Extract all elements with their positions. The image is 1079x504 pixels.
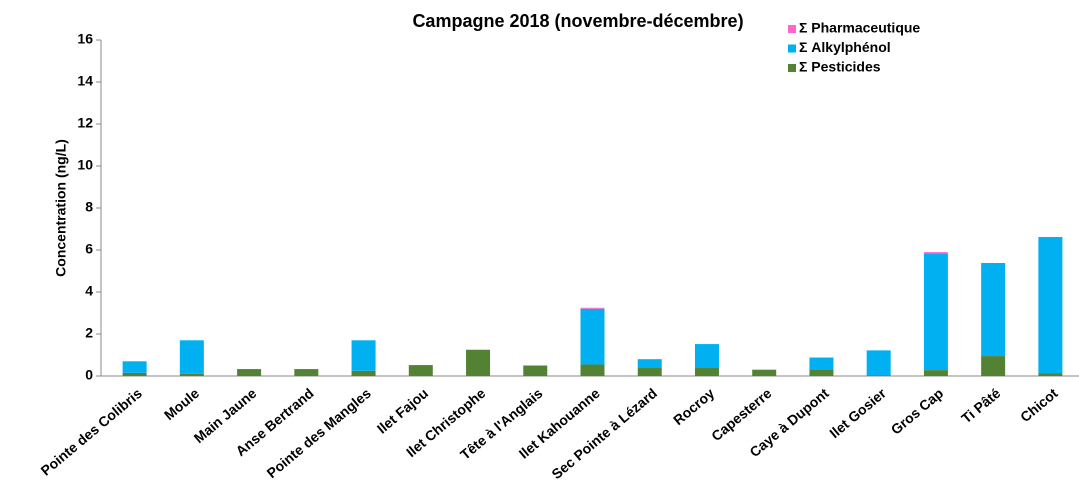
bar-segment	[1038, 236, 1063, 374]
bar-segment	[294, 369, 319, 376]
bar-segment	[752, 369, 777, 376]
legend-label: Σ Pharmaceutique	[799, 20, 920, 36]
bar-segment	[580, 307, 605, 309]
bar-segment	[637, 368, 662, 376]
y-tick-label: 16	[77, 31, 93, 47]
x-tick-label: Ilet Gosier	[826, 385, 889, 442]
x-tick-label: Gros Cap	[888, 385, 947, 438]
bar-segment	[923, 252, 948, 254]
bar-segment	[694, 368, 719, 376]
legend-swatch	[788, 64, 796, 72]
bar-segment	[179, 340, 204, 374]
bar-segment	[466, 349, 491, 376]
legend-label: Σ Alkylphénol	[799, 39, 891, 55]
y-tick-label: 14	[77, 73, 93, 89]
bar-segment	[580, 364, 605, 376]
bar-segment	[809, 369, 834, 376]
legend-swatch	[788, 44, 796, 53]
bar-segment	[981, 263, 1006, 357]
bar-segment	[923, 253, 948, 371]
legend-label: Σ Pesticides	[799, 59, 881, 75]
bar-segment	[866, 350, 891, 376]
bar-segment	[923, 370, 948, 376]
bar-segment	[809, 357, 834, 370]
bar-segment	[179, 373, 204, 376]
y-tick-label: 0	[85, 367, 93, 383]
x-tick-label: Rocroy	[670, 385, 717, 428]
y-tick-label: 2	[85, 325, 93, 341]
x-tick-label: Ilet Fajou	[374, 385, 431, 437]
bar-segment	[981, 356, 1006, 376]
bar-segment	[122, 361, 147, 373]
x-tick-label: Chicot	[1017, 385, 1061, 425]
y-tick-label: 4	[85, 283, 93, 299]
bar-segment	[351, 370, 376, 376]
y-tick-label: 12	[77, 115, 93, 131]
y-axis-title: Concentration (ng/L)	[53, 139, 69, 277]
y-tick-label: 10	[77, 157, 93, 173]
x-tick-label: Ti Pâté	[958, 385, 1003, 427]
legend-swatch	[788, 25, 796, 33]
x-tick-label: Sec Pointe à Lézard	[548, 385, 660, 482]
bar-segment	[1038, 373, 1063, 376]
bar-segment	[523, 365, 548, 376]
bar-segment	[408, 365, 433, 376]
bar-segment	[580, 308, 605, 365]
x-tick-label: Moule	[161, 385, 202, 423]
x-tick-label: Pointe des Colibris	[37, 385, 145, 479]
x-tick-label: Pointe des Mangles	[263, 385, 374, 481]
bar-segment	[694, 344, 719, 369]
bar-segment	[122, 372, 147, 376]
chart-title: Campagne 2018 (novembre-décembre)	[412, 11, 743, 31]
bar-segment	[637, 359, 662, 369]
y-tick-label: 8	[85, 199, 93, 215]
bar-segment	[237, 369, 262, 376]
bar-segment	[351, 340, 376, 371]
y-tick-label: 6	[85, 241, 93, 257]
